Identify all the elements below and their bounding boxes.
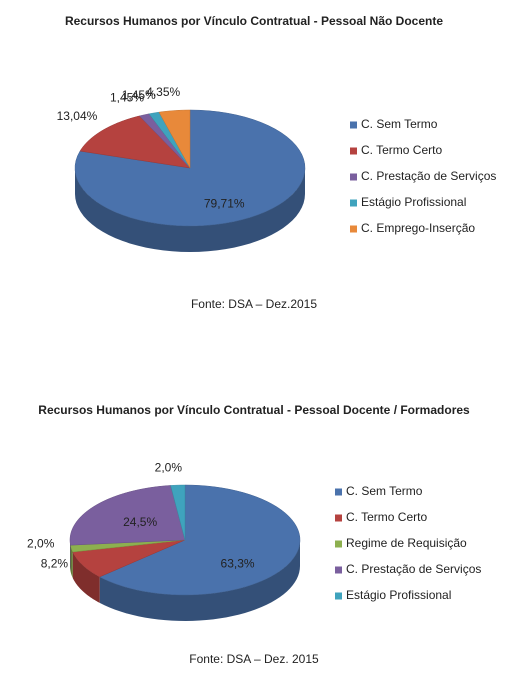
source-note: Fonte: DSA – Dez. 2015 <box>189 652 319 666</box>
legend-label: Estágio Profissional <box>361 195 466 209</box>
slice-side <box>99 540 300 621</box>
data-label: 1,45% <box>122 88 156 102</box>
legend-label: C. Sem Termo <box>361 117 438 131</box>
pie-slice <box>138 113 191 169</box>
legend-swatch <box>335 514 342 522</box>
legend-swatch <box>335 566 342 574</box>
legend-swatch <box>350 173 357 181</box>
pie-slice <box>69 485 186 546</box>
legend-swatch <box>350 225 357 233</box>
chart-title: Recursos Humanos por Vínculo Contratual … <box>38 403 470 417</box>
data-label: 4,35% <box>146 85 180 99</box>
data-label: 24,5% <box>123 515 157 529</box>
legend-swatch <box>350 147 357 155</box>
legend-swatch <box>350 121 357 129</box>
legend-label: C. Sem Termo <box>346 484 423 498</box>
legend-label: Regime de Requisição <box>346 536 467 550</box>
legend-swatch <box>335 488 342 496</box>
legend-label: C. Termo Certo <box>361 143 442 157</box>
data-label: 2,0% <box>155 460 183 474</box>
source-note: Fonte: DSA – Dez.2015 <box>191 297 317 311</box>
pie-slice <box>99 484 301 596</box>
pie-slice <box>170 484 186 541</box>
legend-label: C. Prestação de Serviços <box>361 169 496 183</box>
slice-side <box>75 168 305 252</box>
data-label: 2,0% <box>27 536 55 550</box>
legend-swatch <box>335 592 342 600</box>
chart-title: Recursos Humanos por Vínculo Contratual … <box>65 14 443 28</box>
legend-label: Estágio Profissional <box>346 588 451 602</box>
legend-label: C. Emprego-Inserção <box>361 221 475 235</box>
slice-side <box>70 545 73 578</box>
pie-slice <box>148 111 191 169</box>
slice-side <box>72 551 100 603</box>
legend-swatch <box>335 540 342 548</box>
slice-side <box>70 540 71 572</box>
data-label: 1,45% <box>110 90 144 104</box>
legend-label: C. Termo Certo <box>346 510 427 524</box>
pie-slice <box>79 115 191 169</box>
data-label: 8,2% <box>41 557 69 571</box>
pie-slice <box>158 109 191 169</box>
legend-label: C. Prestação de Serviços <box>346 562 481 576</box>
data-label: 13,04% <box>57 109 98 123</box>
data-label: 79,71% <box>204 196 245 210</box>
legend-swatch <box>350 199 357 207</box>
pie-slice <box>70 539 186 553</box>
data-label: 63,3% <box>221 556 255 570</box>
